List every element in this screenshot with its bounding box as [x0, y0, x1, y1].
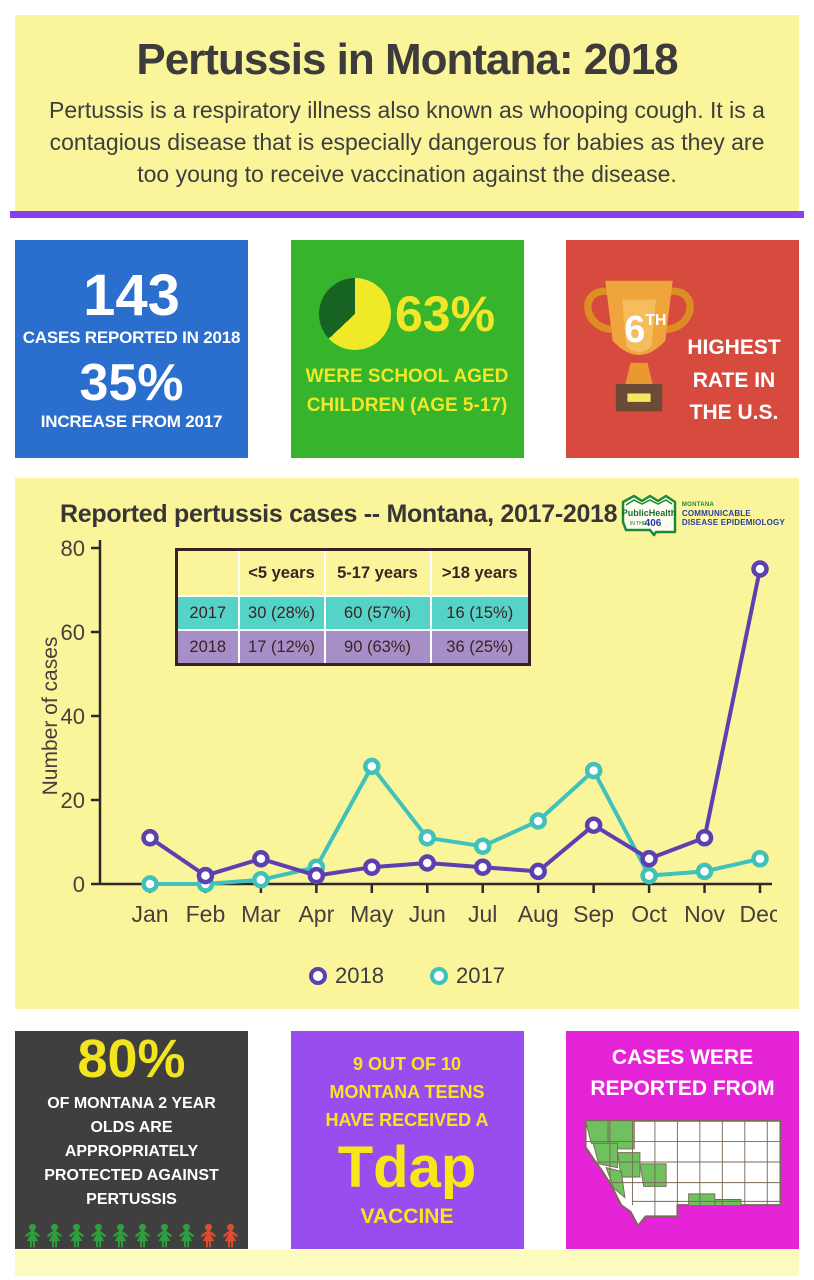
- row-label: 2017: [176, 595, 239, 630]
- rank-suffix: TH: [645, 312, 666, 329]
- logo-line1: COMMUNICABLE: [681, 509, 751, 519]
- svg-text:May: May: [350, 901, 394, 927]
- table-header-over18: >18 years: [429, 549, 530, 596]
- legend-item-2017: 2017: [430, 963, 505, 989]
- line-chart: 0 20 40 60 80 Jan Feb Mar Apr May Jun Jul Aug Sep Oct N…: [39, 536, 777, 927]
- svg-text:Feb: Feb: [186, 901, 226, 927]
- svg-text:0: 0: [73, 872, 85, 897]
- rank-number: 6: [624, 309, 645, 351]
- montana-county-map: [584, 1119, 781, 1227]
- header-panel: Pertussis in Montana: 2018 Pertussis is …: [15, 15, 799, 211]
- people-row: [22, 1223, 241, 1248]
- table-cell: 90 (63%): [323, 629, 431, 665]
- pie-row: 63%: [318, 278, 496, 350]
- table-cell: 36 (25%): [429, 629, 530, 665]
- person-icon: [179, 1223, 194, 1248]
- svg-text:Dec: Dec: [740, 901, 777, 927]
- logo-tagline-number: 406: [645, 518, 662, 529]
- logo-tagline-prefix: IN THE: [630, 521, 647, 527]
- box-tdap: 9 OUT OF 10 MONTANA TEENS HAVE RECEIVED …: [290, 1031, 524, 1249]
- protected-label: OF MONTANA 2 YEAR OLDS ARE APPROPRIATELY…: [44, 1095, 219, 1208]
- person-icon: [47, 1223, 62, 1248]
- case-map-label: CASES WERE REPORTED FROM: [590, 1045, 775, 1101]
- increase-label: INCREASE FROM 2017: [40, 411, 223, 431]
- chart-legend: 2018 2017: [15, 963, 799, 989]
- svg-text:80: 80: [61, 536, 85, 561]
- stat-box-school-aged: 63% WERE SCHOOL AGED CHILDREN (AGE 5-17): [290, 240, 524, 458]
- legend-label-2017: 2017: [456, 963, 505, 988]
- table-cell: 30 (28%): [237, 595, 325, 630]
- box-protected-toddlers: 80% OF MONTANA 2 YEAR OLDS ARE APPROPRIA…: [15, 1031, 248, 1249]
- trophy-icon: 6 TH: [584, 280, 694, 412]
- table-header-under5: <5 years: [237, 549, 325, 596]
- person-icon: [25, 1223, 40, 1248]
- svg-text:Apr: Apr: [298, 901, 334, 927]
- tdap-suffix: VACCINE: [360, 1205, 454, 1229]
- increase-percent: 35%: [79, 353, 184, 412]
- svg-text:20: 20: [61, 788, 85, 813]
- svg-text:60: 60: [61, 620, 85, 645]
- tdap-intro: 9 OUT OF 10 MONTANA TEENS HAVE RECEIVED …: [325, 1053, 489, 1130]
- svg-text:Sep: Sep: [573, 901, 614, 927]
- stat-box-rank: 6 TH HIGHEST RATE IN THE U.S.: [566, 240, 799, 458]
- table-row-2017: 2017 30 (28%) 60 (57%) 16 (15%): [176, 595, 530, 630]
- svg-text:Oct: Oct: [631, 901, 667, 927]
- legend-item-2018: 2018: [309, 963, 384, 989]
- person-icon: [113, 1223, 128, 1248]
- table-cell: 16 (15%): [429, 595, 530, 630]
- person-icon: [91, 1223, 106, 1248]
- school-aged-label: WERE SCHOOL AGED CHILDREN (AGE 5-17): [305, 366, 509, 416]
- chart-title: Reported pertussis cases -- Montana, 201…: [60, 500, 618, 528]
- age-breakdown-table: <5 years 5-17 years >18 years 2017 30 (2…: [175, 548, 531, 666]
- stats-row: 143 CASES REPORTED IN 2018 35% INCREASE …: [15, 240, 799, 458]
- stat-box-cases: 143 CASES REPORTED IN 2018 35% INCREASE …: [15, 240, 248, 458]
- page-title: Pertussis in Montana: 2018: [136, 35, 678, 85]
- bottom-row: 80% OF MONTANA 2 YEAR OLDS ARE APPROPRIA…: [15, 1031, 799, 1249]
- person-icon: [201, 1223, 216, 1248]
- montana-outline-icon: PublicHealth IN THE 406: [622, 494, 677, 537]
- row-label: 2018: [176, 629, 239, 665]
- public-health-logo: PublicHealth IN THE 406 MONTANA COMMUNIC…: [620, 492, 785, 538]
- person-icon: [69, 1223, 84, 1248]
- cases-count: 143: [83, 262, 180, 328]
- legend-marker-2018: [309, 967, 328, 985]
- top-divider: [10, 211, 804, 218]
- svg-text:Mar: Mar: [241, 901, 281, 927]
- legend-marker-2017: [430, 967, 448, 985]
- table-row-2018: 2018 17 (12%) 90 (63%) 36 (25%): [176, 629, 530, 665]
- person-icon: [157, 1223, 172, 1248]
- svg-text:40: 40: [61, 704, 85, 729]
- logo-state: MONTANA: [681, 502, 715, 509]
- person-icon: [223, 1223, 238, 1248]
- rank-label: HIGHEST RATE IN THE U.S.: [687, 336, 781, 425]
- svg-text:Jan: Jan: [131, 901, 168, 927]
- svg-text:Aug: Aug: [518, 901, 559, 927]
- school-aged-percent: 63%: [394, 286, 496, 342]
- cases-count-label: CASES REPORTED IN 2018: [22, 327, 241, 347]
- person-icon: [135, 1223, 150, 1248]
- box-case-map: CASES WERE REPORTED FROM: [566, 1031, 799, 1249]
- pie-chart: [318, 278, 391, 350]
- logo-line2: DISEASE EPIDEMIOLOGY: [681, 518, 785, 528]
- legend-label-2018: 2018: [335, 963, 384, 988]
- svg-text:Jun: Jun: [409, 901, 446, 927]
- bottom-strip: [15, 1250, 799, 1276]
- protected-percent: 80%: [77, 1029, 186, 1089]
- table-header-row: <5 years 5-17 years >18 years: [176, 549, 530, 596]
- table-cell: 17 (12%): [237, 629, 325, 665]
- svg-text:Nov: Nov: [684, 901, 725, 927]
- page-subtitle: Pertussis is a respiratory illness also …: [49, 97, 765, 187]
- table-header-5to17: 5-17 years: [323, 549, 431, 596]
- logo-text: MONTANA COMMUNICABLE DISEASE EPIDEMIOLOG…: [682, 502, 785, 527]
- svg-text:Jul: Jul: [468, 901, 497, 927]
- tdap-name: Tdap: [337, 1135, 477, 1201]
- logo-org: PublicHealth: [622, 508, 677, 518]
- table-header-blank: [176, 549, 239, 596]
- chart-panel: Reported pertussis cases -- Montana, 201…: [15, 478, 799, 1009]
- svg-text:Number of cases: Number of cases: [39, 637, 62, 796]
- table-cell: 60 (57%): [323, 595, 431, 630]
